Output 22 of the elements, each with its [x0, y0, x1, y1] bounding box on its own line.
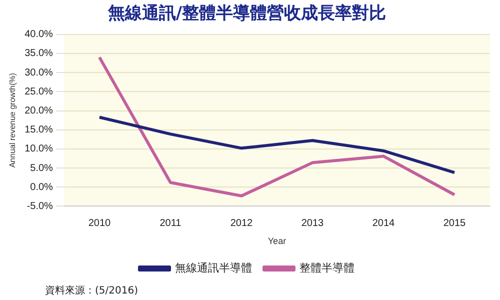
y-tick-label: 10.0% — [24, 144, 54, 155]
legend-label: 無線通訊半導體 — [175, 262, 252, 275]
x-tick-label: 2014 — [372, 218, 396, 229]
source-note: 資料來源：(5/2016) — [45, 284, 138, 297]
y-tick-label: 40.0% — [24, 29, 54, 40]
x-axis-title: Year — [268, 236, 286, 246]
x-tick-label: 2011 — [160, 218, 182, 229]
y-tick-label: -5.0% — [26, 200, 54, 212]
x-tick-label: 2012 — [230, 218, 254, 229]
y-tick-label: 25.0% — [24, 86, 54, 98]
legend-label: 整體半導體 — [300, 262, 354, 275]
y-tick-label: 35.0% — [24, 48, 54, 60]
y-tick-label: 20.0% — [24, 106, 54, 117]
chart-title: 無線通訊/整體半導體營收成長率對比 — [106, 4, 386, 24]
y-tick-label: 30.0% — [24, 67, 54, 78]
y-tick-label: 0.0% — [30, 182, 54, 193]
x-tick-label: 2010 — [88, 218, 112, 229]
x-tick-label: 2013 — [301, 218, 324, 229]
y-tick-label: 5.0% — [30, 162, 54, 174]
x-tick-label: 2015 — [443, 218, 466, 229]
y-tick-label: 15.0% — [24, 124, 54, 136]
y-axis-title: Annual revenue growth(%) — [8, 72, 18, 168]
